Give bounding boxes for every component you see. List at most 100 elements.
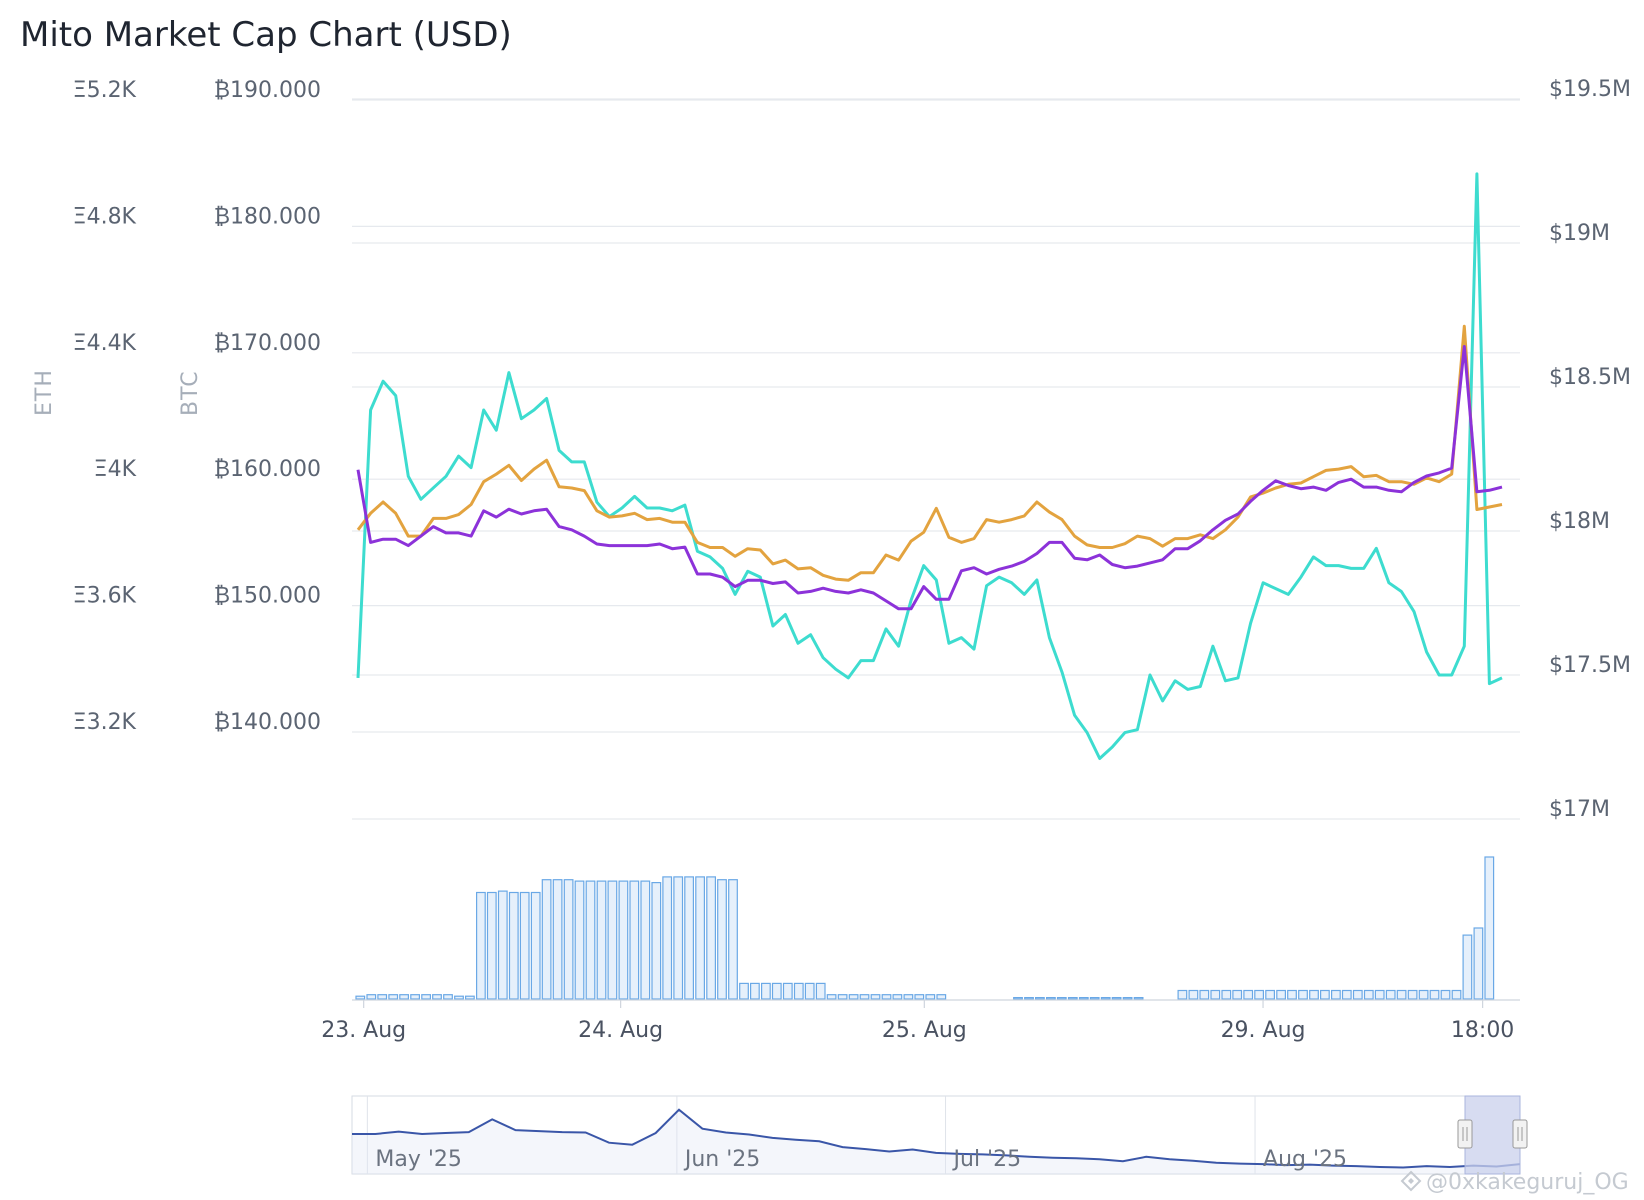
volume-bar <box>1374 989 1385 1000</box>
volume-bar <box>804 982 815 1000</box>
usd-axis-tick-label: $18.5M <box>1549 365 1631 390</box>
series-line-btc <box>356 324 1503 582</box>
volume-bar <box>1451 989 1462 1000</box>
volume-bar <box>1100 996 1111 1000</box>
volume-bar <box>837 994 848 1000</box>
watermark-text: @0xkakeguruj_OG <box>1426 1170 1629 1195</box>
volume-bar <box>771 982 782 1000</box>
volume-bar <box>563 879 574 1000</box>
volume-bar <box>585 880 596 1000</box>
eth-axis-tick-label: Ξ4K <box>94 457 137 482</box>
volume-bar <box>1319 989 1330 1000</box>
usd-axis-tick-label: $17M <box>1549 797 1610 822</box>
range-navigator[interactable]: May '25 Jun '25 Jul '25 Aug '25 <box>351 1095 1528 1175</box>
btc-axis-tick-label: ₿150.000 <box>214 584 321 609</box>
volume-bar <box>1188 989 1199 1000</box>
volume-bar <box>1045 996 1056 1000</box>
volume-bar <box>421 994 431 1000</box>
volume-bar <box>925 994 936 1000</box>
volume-bar <box>541 879 552 1000</box>
x-tick-label: 23. Aug <box>321 1018 406 1043</box>
volume-bar <box>1199 989 1210 1000</box>
volume-bar <box>1352 989 1363 1000</box>
series-line-usd <box>356 172 1503 760</box>
eth-axis-tick-label: Ξ4.8K <box>73 204 137 229</box>
x-tick-label: 24. Aug <box>578 1018 663 1043</box>
volume-bar <box>1330 989 1341 1000</box>
navigator-area <box>352 1109 1520 1174</box>
usd-axis-tick-label: $19.5M <box>1549 77 1631 102</box>
volume-bar <box>859 994 870 1000</box>
volume-bar <box>1221 989 1232 1000</box>
volume-bar <box>673 876 684 1000</box>
volume-bar <box>717 879 727 1000</box>
x-tick-label: 18:00 <box>1451 1018 1514 1043</box>
usd-axis: $19.5M $19M $18.5M $18M $17.5M $17M <box>1549 77 1631 822</box>
btc-axis-tick-label: ₿180.000 <box>214 204 321 229</box>
volume-bar <box>1243 989 1254 1000</box>
navigator-frame <box>351 1095 1521 1175</box>
volume-bar <box>1056 996 1067 1000</box>
volume-bar <box>695 876 705 1000</box>
navigator-handle-right[interactable] <box>1512 1119 1528 1149</box>
volume-bar <box>574 880 585 1000</box>
volume-bar <box>476 891 486 1000</box>
volume-bar <box>1232 989 1243 1000</box>
volume-bar <box>1309 989 1319 1000</box>
navigator-selection[interactable] <box>1464 1095 1521 1175</box>
eth-axis-tick-label: Ξ4.4K <box>73 331 137 356</box>
volume-bar <box>530 891 541 1000</box>
volume-bar <box>793 982 804 1000</box>
volume-bar <box>1013 996 1023 1000</box>
volume-bar <box>607 880 618 1000</box>
volume-bar <box>1067 996 1078 1000</box>
volume-bar <box>1407 989 1418 1000</box>
volume-bar <box>903 994 914 1000</box>
volume-bar <box>662 876 673 1000</box>
volume-bar <box>432 994 442 1000</box>
btc-axis: ₿190.000 ₿180.000 ₿170.000 ₿160.000 ₿150.000… <box>214 78 321 735</box>
volume-bar <box>881 994 892 1000</box>
volume-bar <box>1462 934 1473 1000</box>
volume-bar <box>1122 996 1133 1000</box>
volume-bar <box>1133 996 1144 1000</box>
eth-axis-tick-label: Ξ3.2K <box>73 710 137 735</box>
volume-bar <box>465 995 475 1000</box>
navigator-line <box>352 1108 1521 1169</box>
volume-bar <box>815 982 826 1000</box>
volume-bar <box>1089 996 1100 1000</box>
volume-bar <box>892 994 903 1000</box>
volume-bar <box>826 994 837 1000</box>
volume-bar <box>377 994 388 1000</box>
volume-bar <box>760 982 771 1000</box>
volume-bar <box>629 880 640 1000</box>
volume-bar <box>508 891 519 1000</box>
volume-bar <box>1396 989 1407 1000</box>
navigator-labels: May '25 Jun '25 Jul '25 Aug '25 <box>375 1147 1347 1172</box>
volume-bar <box>1429 989 1440 1000</box>
volume-bar <box>870 994 881 1000</box>
btc-axis-tick-label: ₿160.000 <box>214 457 321 482</box>
volume-bar <box>1298 989 1308 1000</box>
volume-bar <box>1484 856 1495 1000</box>
navigator-handle-left[interactable] <box>1457 1119 1473 1149</box>
btc-axis-tick-label: ₿170.000 <box>214 331 321 356</box>
volume-bar <box>519 891 530 1000</box>
volume-bar <box>1210 989 1221 1000</box>
btc-axis-tick-label: ₿190.000 <box>214 78 321 103</box>
series-line-eth <box>356 345 1503 611</box>
volume-bar <box>399 994 409 1000</box>
volume-bar <box>596 880 607 1000</box>
volume-bar <box>443 994 453 1000</box>
btc-axis-tick-label: ₿140.000 <box>214 710 321 735</box>
volume-bar <box>1254 989 1265 1000</box>
volume-bar <box>936 994 947 1000</box>
x-tick-label: 29. Aug <box>1221 1018 1306 1043</box>
volume-bar <box>651 881 662 1000</box>
volume-bar <box>388 994 399 1000</box>
volume-bar <box>1341 989 1352 1000</box>
volume-bars <box>355 856 1495 1000</box>
volume-bar <box>848 994 859 1000</box>
volume-bar <box>640 880 651 1000</box>
volume-bar <box>1276 989 1287 1000</box>
